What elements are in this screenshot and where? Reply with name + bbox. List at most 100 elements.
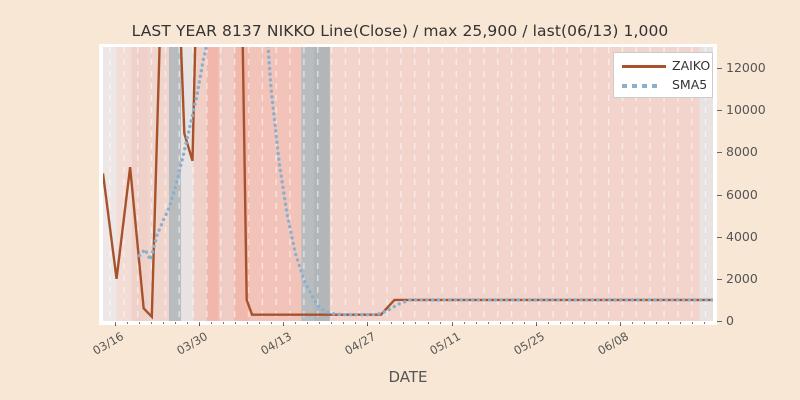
x-tick-mark xyxy=(535,322,537,326)
background-band xyxy=(193,47,207,321)
background-band xyxy=(168,47,182,321)
background-band xyxy=(218,47,235,321)
x-tick-minor xyxy=(571,322,573,324)
x-tick-minor xyxy=(535,322,537,324)
background-band xyxy=(699,47,713,321)
x-tick-mark xyxy=(619,322,621,326)
x-tick-minor xyxy=(139,322,141,324)
vertical-gridlines xyxy=(109,47,707,321)
x-tick-minor xyxy=(151,322,153,324)
x-tick-minor xyxy=(607,322,609,324)
legend-swatch-sma5 xyxy=(622,84,666,88)
x-tick-mark xyxy=(283,322,285,326)
x-tick-minor xyxy=(259,322,261,324)
y-tick-label: 10000 xyxy=(726,102,766,118)
x-tick-minor xyxy=(559,322,561,324)
chart-title: LAST YEAR 8137 NIKKO Line(Close) / max 2… xyxy=(131,22,669,40)
background-band xyxy=(206,47,219,321)
y-tick-label: 12000 xyxy=(726,60,766,76)
x-tick-minor xyxy=(487,322,489,324)
x-tick-mark xyxy=(115,322,116,326)
background-band xyxy=(313,47,330,321)
x-tick-minor xyxy=(439,322,441,324)
x-tick-mark xyxy=(451,322,453,326)
x-tick-label: 04/27 xyxy=(342,329,379,358)
y-tick-mark xyxy=(717,278,722,280)
x-tick-minor xyxy=(163,322,165,324)
x-tick-minor xyxy=(679,322,681,324)
x-tick-minor xyxy=(499,322,501,324)
plot-area[interactable] xyxy=(103,47,713,321)
x-tick-minor xyxy=(355,322,357,324)
x-tick-label: 05/11 xyxy=(426,329,463,358)
x-tick-minor xyxy=(631,322,633,324)
y-tick-mark xyxy=(717,321,722,322)
x-tick-label: 03/16 xyxy=(90,329,126,358)
x-tick-minor xyxy=(271,322,273,324)
background-band xyxy=(301,47,314,321)
legend-label-zaiko: ZAIKO xyxy=(672,58,711,73)
x-tick-label: 06/08 xyxy=(595,329,631,358)
x-tick-minor xyxy=(295,322,297,324)
x-tick-minor xyxy=(367,322,369,324)
data-series-layer xyxy=(103,47,713,320)
x-tick-minor xyxy=(475,322,477,324)
x-tick-minor xyxy=(199,322,201,324)
x-tick-minor xyxy=(391,322,393,324)
y-tick-mark xyxy=(717,152,722,154)
y-tick-mark xyxy=(717,110,722,112)
y-tick-label: 8000 xyxy=(726,144,758,160)
x-tick-minor xyxy=(247,322,249,324)
x-tick-minor xyxy=(379,322,381,324)
x-tick-minor xyxy=(223,322,225,324)
x-tick-minor xyxy=(211,322,213,324)
x-tick-mark xyxy=(367,322,369,326)
x-tick-minor xyxy=(115,322,116,324)
x-tick-minor xyxy=(175,322,177,324)
x-tick-minor xyxy=(331,322,333,324)
x-tick-minor xyxy=(523,322,525,324)
y-tick-label: 2000 xyxy=(726,270,758,286)
legend-label-sma5: SMA5 xyxy=(672,77,708,92)
series-line-sma5 xyxy=(137,47,713,317)
x-tick-minor xyxy=(415,322,417,324)
x-tick-minor xyxy=(343,322,345,324)
y-tick-mark xyxy=(717,194,722,196)
x-tick-minor xyxy=(703,322,705,324)
x-tick-minor xyxy=(451,322,453,324)
y-tick-mark xyxy=(717,68,722,70)
chart-legend[interactable]: ZAIKO SMA5 xyxy=(613,52,713,98)
x-tick-minor xyxy=(187,322,189,324)
y-axis-label-wrapper: IPPAN ZAIKO (volume) xyxy=(66,36,173,326)
background-bands xyxy=(103,47,713,321)
x-tick-label: 03/30 xyxy=(174,329,211,358)
x-tick-minor xyxy=(307,322,309,324)
x-tick-minor xyxy=(283,322,285,324)
background-band xyxy=(249,47,302,321)
x-tick-label: 05/25 xyxy=(510,329,547,358)
x-tick-minor xyxy=(583,322,585,324)
x-tick-minor xyxy=(427,322,429,324)
x-tick-minor xyxy=(691,322,693,324)
x-tick-minor xyxy=(619,322,621,324)
x-tick-minor xyxy=(643,322,645,324)
x-tick-minor xyxy=(655,322,657,324)
x-tick-minor xyxy=(127,322,129,324)
y-tick-label: 0 xyxy=(726,313,734,328)
x-tick-minor xyxy=(547,322,549,324)
y-tick-label: 4000 xyxy=(726,228,758,244)
x-tick-mark xyxy=(199,322,201,326)
y-tick-mark xyxy=(717,236,722,238)
x-tick-label: 04/13 xyxy=(258,329,295,358)
x-tick-minor xyxy=(595,322,597,324)
x-tick-minor xyxy=(667,322,669,324)
x-tick-minor xyxy=(319,322,321,324)
x-axis-label: DATE xyxy=(388,368,428,386)
x-tick-minor xyxy=(235,322,237,324)
x-tick-minor xyxy=(403,322,405,324)
y-tick-label: 6000 xyxy=(726,186,758,202)
x-tick-minor xyxy=(463,322,465,324)
plot-canvas xyxy=(103,47,713,321)
x-tick-minor xyxy=(511,322,513,324)
